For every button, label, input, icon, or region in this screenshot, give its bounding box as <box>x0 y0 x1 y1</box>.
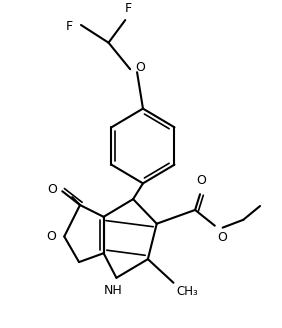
Text: CH₃: CH₃ <box>177 285 198 298</box>
Text: F: F <box>66 20 73 33</box>
Text: O: O <box>217 231 227 244</box>
Text: NH: NH <box>104 284 123 297</box>
Text: O: O <box>196 174 206 187</box>
Text: F: F <box>125 2 132 15</box>
Text: O: O <box>47 230 56 243</box>
Text: O: O <box>47 183 57 196</box>
Text: O: O <box>135 61 145 74</box>
